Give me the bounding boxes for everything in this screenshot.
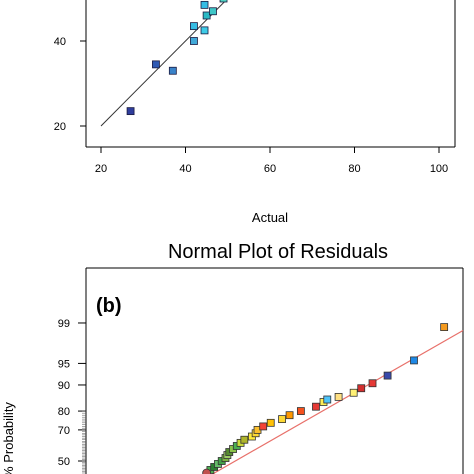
chart-b-point (334, 393, 343, 401)
chart-b-y-tick-label: 95 (58, 358, 70, 370)
chart-a-point (200, 0, 209, 9)
chart-b-point (259, 422, 268, 431)
chart-a-point (200, 26, 209, 35)
chart-a-x-tick-label: 40 (179, 163, 191, 175)
chart-b-y-tick-label: 80 (58, 406, 70, 418)
chart-b-point (266, 418, 275, 427)
chart-b-point (285, 411, 294, 420)
chart-a-x-tick-label: 80 (348, 163, 360, 175)
chart-a-point (168, 66, 177, 75)
chart-b: Normal Plot of Residuals (b) 99 95 90 80 70 5… (1, 241, 464, 474)
chart-b-y-tick-label: 99 (58, 318, 70, 330)
chart-a-point (190, 22, 198, 31)
chart-b-point (312, 402, 320, 411)
chart-a-point (190, 37, 198, 45)
chart-b-fit-line (211, 329, 464, 474)
chart-a-x-axis-title: Actual (252, 210, 288, 225)
chart-a-fit-line (100, 0, 227, 127)
chart-b-point (202, 468, 212, 474)
chart-b-point (349, 388, 358, 397)
chart-a-y-tick-label: 40 (54, 36, 66, 48)
chart-b-y-axis-title: % Probability (1, 402, 16, 474)
chart-a-x-tick-label: 100 (430, 163, 448, 175)
chart-a-x-tick-label: 20 (95, 163, 107, 175)
chart-a-point (202, 11, 211, 20)
chart-b-panel-label: (b) (96, 295, 122, 317)
chart-b-point (383, 371, 392, 380)
chart-b-point (240, 435, 249, 444)
chart-b-point (296, 407, 305, 415)
chart-b-title: Normal Plot of Residuals (168, 241, 388, 263)
chart-a-y-tick-label: 20 (54, 121, 66, 133)
chart-b-y-tick-label: 90 (58, 380, 70, 392)
chart-a-point (219, 0, 228, 3)
chart-b-point (410, 356, 418, 365)
chart-b-point (323, 395, 332, 404)
chart-a: 20 40 60 80 100 20 40 Actual (54, 0, 456, 225)
chart-b-point (357, 384, 366, 393)
chart-a-point (209, 7, 217, 16)
chart-a-point (152, 60, 160, 69)
chart-a-point (126, 107, 135, 116)
chart-b-point (278, 415, 286, 423)
chart-b-point (368, 379, 377, 388)
chart-a-x-tick-label: 60 (264, 163, 276, 175)
chart-b-y-tick-label: 50 (58, 456, 70, 468)
chart-b-point (440, 323, 449, 331)
chart-b-y-tick-label: 70 (58, 425, 70, 437)
